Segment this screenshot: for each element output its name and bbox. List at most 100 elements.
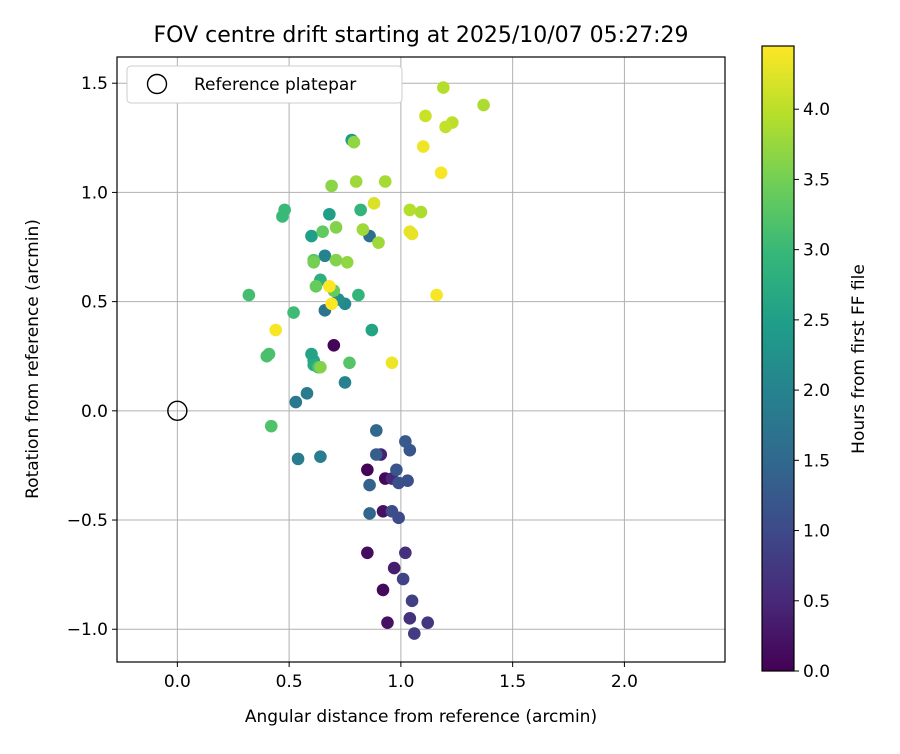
data-point [349,175,363,188]
data-point [323,280,336,293]
data-point [439,120,452,134]
x-axis-label: Angular distance from reference (arcmin) [245,707,597,727]
data-point [434,166,448,180]
data-point [343,356,356,370]
data-point [378,175,392,188]
data-point [399,435,412,448]
data-point [289,395,303,409]
data-point [325,179,338,193]
data-points [242,81,490,640]
data-point [356,223,370,236]
data-point [369,448,383,461]
legend-marker-icon [146,73,168,95]
data-point [381,616,394,629]
data-point [309,280,323,293]
data-point [291,452,305,466]
data-point [287,306,300,319]
data-point [329,253,343,267]
data-point [361,546,374,560]
x-axis-ticks: 0.0 0.5 1.0 1.5 2.0 [164,662,638,692]
data-point [325,297,338,311]
legend-box [126,65,403,104]
colorbar-tick-label: 1.5 [803,451,830,471]
data-point [396,572,410,586]
x-tick-label: 1.5 [499,672,526,692]
data-point [387,561,401,575]
data-point [327,339,341,352]
data-point [363,478,376,492]
colorbar-tick-label: 2.0 [803,381,830,401]
data-point [260,349,274,363]
data-point [347,135,361,149]
data-point [314,450,327,463]
data-point [403,612,417,625]
data-point [300,387,314,400]
data-point [367,197,381,210]
colorbar-label: Hours from first FF file [849,264,869,454]
data-point [405,227,419,241]
data-point [269,323,283,337]
data-point [392,476,405,490]
colorbar-gradient [761,45,795,672]
colorbar-tick-label: 0.0 [803,662,830,682]
data-point [416,140,430,153]
data-point [407,627,421,640]
data-point [305,347,318,361]
x-tick-label: 1.0 [387,672,414,692]
data-point [340,256,354,269]
y-axis-ticks: −1.0 −0.5 0.0 0.5 1.0 1.5 [67,74,117,640]
y-tick-label: 1.5 [81,74,108,94]
data-point [372,236,385,249]
data-point [376,583,390,597]
data-point [354,203,367,217]
data-point [419,109,432,123]
data-point [437,81,450,94]
colorbar-tick-label: 4.0 [803,100,830,120]
data-point [369,424,383,437]
colorbar-tick-label: 2.5 [803,311,830,331]
data-point [329,221,343,234]
y-axis-label: Rotation from reference (arcmin) [23,219,43,499]
legend-label: Reference platepar [194,75,356,95]
data-point [385,504,399,518]
colorbar-tick-label: 0.5 [803,592,830,612]
y-tick-label: 1.0 [81,183,108,203]
data-point [403,203,417,217]
data-point [421,616,435,629]
reference-marker [167,400,188,422]
colorbar-tick-label: 1.0 [803,522,830,542]
data-point [338,376,352,389]
data-point [365,323,379,337]
data-point [305,229,318,243]
data-point [376,504,390,518]
chart-title: FOV centre drift starting at 2025/10/07 … [154,23,689,48]
legend: Reference platepar [126,65,403,104]
x-tick-label: 0.5 [276,672,303,692]
data-point [242,288,256,302]
data-point [405,594,419,608]
x-tick-label: 0.0 [164,672,191,692]
data-point [399,546,412,560]
data-point [276,210,289,223]
reference-platepar-point [167,400,188,422]
y-tick-label: 0.0 [81,402,108,422]
colorbar-ticks: 0.0 0.5 1.0 1.5 2.0 2.5 3.0 3.5 4.0 [794,100,830,682]
data-point [363,507,376,520]
x-tick-label: 2.0 [611,672,638,692]
colorbar: 0.0 0.5 1.0 1.5 2.0 2.5 3.0 3.5 4.0 Hours from f… [761,45,869,682]
y-tick-label: 0.5 [81,293,108,313]
data-point [390,463,403,477]
data-point [323,207,336,221]
data-point [414,205,428,219]
data-point [430,288,443,302]
data-point [385,356,399,370]
data-point [307,256,321,269]
data-point [352,288,365,302]
colorbar-tick-label: 3.5 [803,170,830,190]
data-point [318,249,332,263]
y-tick-label: −1.0 [67,620,108,640]
data-point [264,419,278,433]
colorbar-tick-label: 3.0 [803,241,830,261]
plot-frame [116,56,726,663]
